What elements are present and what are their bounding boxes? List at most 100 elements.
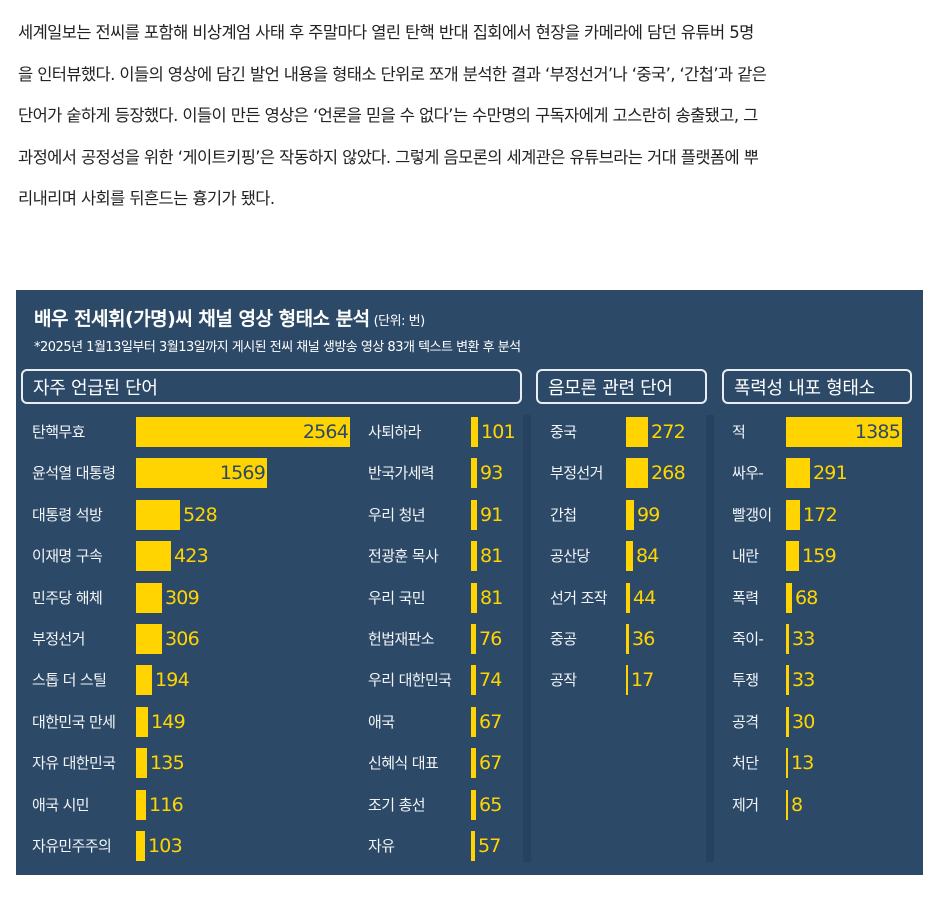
bar-value: 135	[150, 752, 185, 775]
bar	[471, 582, 477, 613]
bar-row: 조기 총선 65	[368, 789, 668, 821]
bar-label: 선거 조작	[550, 588, 608, 607]
bar-label: 대한민국 만세	[32, 712, 116, 731]
bar-value: 91	[480, 503, 503, 526]
bar-value: 36	[632, 628, 655, 650]
bar-row: 공격 30	[732, 706, 946, 738]
bar	[626, 458, 648, 489]
bar-row: 민주당 해체 309	[32, 582, 332, 614]
bar	[786, 706, 789, 737]
bar-label: 헌법재판소	[368, 630, 435, 648]
bar	[136, 748, 147, 779]
bar-row: 폭력 68	[732, 582, 946, 614]
bar	[786, 417, 902, 447]
bar-row: 대통령 석방 528	[32, 499, 332, 531]
bar-label: 윤석열 대통령	[32, 464, 116, 483]
bar	[136, 458, 267, 489]
bar-label: 투쟁	[732, 671, 759, 690]
bar-row: 반국가세력 93	[368, 457, 668, 489]
bar-row: 공작 17	[550, 664, 850, 696]
bar-value: 272	[651, 421, 686, 443]
bar	[626, 417, 648, 447]
bar-value: 17	[631, 669, 654, 692]
bar-row: 우리 국민 81	[368, 582, 668, 614]
bar	[626, 665, 628, 696]
bar	[471, 789, 476, 820]
bar-label: 중국	[550, 423, 577, 441]
bar	[626, 541, 633, 572]
bar	[136, 789, 146, 820]
bar-label: 스톱 더 스틸	[32, 671, 107, 690]
bar	[786, 582, 792, 613]
bar-value: 291	[813, 462, 848, 485]
bar-label: 탄핵무효	[32, 423, 85, 441]
bar-value: 68	[795, 586, 818, 609]
article-line: 세계일보는 전씨를 포함해 비상계엄 사태 후 주말마다 열린 탄핵 반대 집회…	[18, 23, 754, 42]
bar-row: 제거 8	[732, 789, 946, 821]
bar-value: 172	[803, 503, 838, 526]
bar-row: 싸우- 291	[732, 457, 946, 489]
chart-panel: 배우 전세휘(가명)씨 채널 영상 형태소 분석 (단위: 번) *2025년 1…	[16, 290, 923, 875]
section-header-frequent: 자주 언급된 단어	[21, 369, 522, 404]
column-separator	[706, 415, 714, 862]
bar-label: 간첩	[550, 505, 577, 524]
bar	[471, 624, 476, 654]
bar-label: 자유	[368, 837, 395, 855]
bar-row: 애국 67	[368, 706, 668, 738]
chart-title: 배우 전세휘(가명)씨 채널 영상 형태소 분석 (단위: 번)	[34, 304, 425, 331]
bar-row: 중공 36	[550, 623, 850, 655]
bar-value: 309	[165, 586, 200, 609]
bar-row: 우리 대한민국 74	[368, 664, 668, 696]
bar	[471, 541, 477, 572]
bar-value: 268	[651, 462, 686, 485]
bar-label: 이재명 구속	[32, 547, 103, 566]
bar-label: 사퇴하라	[368, 423, 421, 441]
bar	[136, 706, 148, 737]
bar	[786, 624, 789, 654]
bar	[786, 499, 800, 530]
bar-value: 103	[148, 835, 183, 857]
bar-label: 공산당	[550, 547, 590, 566]
bar	[471, 458, 477, 489]
chart-title-text: 배우 전세휘(가명)씨 채널 영상 형태소 분석	[34, 308, 370, 330]
bar-label: 신혜식 대표	[368, 754, 439, 773]
bar	[471, 831, 475, 861]
bar-value: 81	[480, 586, 503, 609]
bar	[786, 541, 799, 572]
bar-value: 159	[802, 545, 837, 568]
bar-label: 죽이-	[732, 630, 764, 648]
bar-value: 30	[792, 710, 815, 733]
bar-value: 67	[479, 710, 502, 733]
bar-value: 1385	[854, 421, 901, 443]
section-header-violence: 폭력성 내포 형태소	[722, 369, 912, 404]
bar-label: 민주당 해체	[32, 588, 103, 607]
article-line: 단어가 숱하게 등장했다. 이들이 만든 영상은 ‘언론을 믿을 수 없다’는 …	[18, 106, 758, 125]
bar-label: 처단	[732, 754, 759, 773]
bar-label: 자유 대한민국	[32, 754, 116, 773]
bar-row: 사퇴하라 101	[368, 416, 668, 448]
bar-value: 44	[633, 586, 656, 609]
bar-label: 부정선거	[32, 630, 85, 648]
bar-value: 93	[480, 462, 503, 485]
bar-value: 76	[479, 628, 502, 650]
bar-value: 149	[151, 710, 186, 733]
article-line: 과정에서 공정성을 위한 ‘게이트키핑’은 작동하지 않았다. 그렇게 음모론의…	[18, 147, 759, 167]
bar-value: 84	[636, 545, 659, 568]
bar-row: 자유 57	[368, 830, 668, 862]
bar	[136, 417, 350, 447]
bar-label: 전광훈 목사	[368, 547, 439, 566]
bar-row: 대한민국 만세 149	[32, 706, 332, 738]
chart-unit: (단위: 번)	[373, 314, 426, 329]
bar-label: 대통령 석방	[32, 505, 103, 524]
bar-value: 1569	[219, 462, 266, 485]
bar-label: 적	[732, 423, 746, 441]
bar-row: 간첩 99	[550, 499, 850, 531]
bar-value: 57	[478, 835, 501, 857]
chart-subtitle: *2025년 1월13일부터 3월13일까지 게시된 전씨 채널 생방송 영상 …	[34, 340, 521, 355]
article-line: 리내리며 사회를 뒤흔드는 흉기가 됐다.	[18, 189, 275, 208]
bar-row: 죽이- 33	[732, 623, 946, 655]
bar	[471, 417, 478, 447]
bar-label: 우리 대한민국	[368, 671, 452, 690]
bar-row: 이재명 구속 423	[32, 540, 332, 572]
bar-row: 내란 159	[732, 540, 946, 572]
